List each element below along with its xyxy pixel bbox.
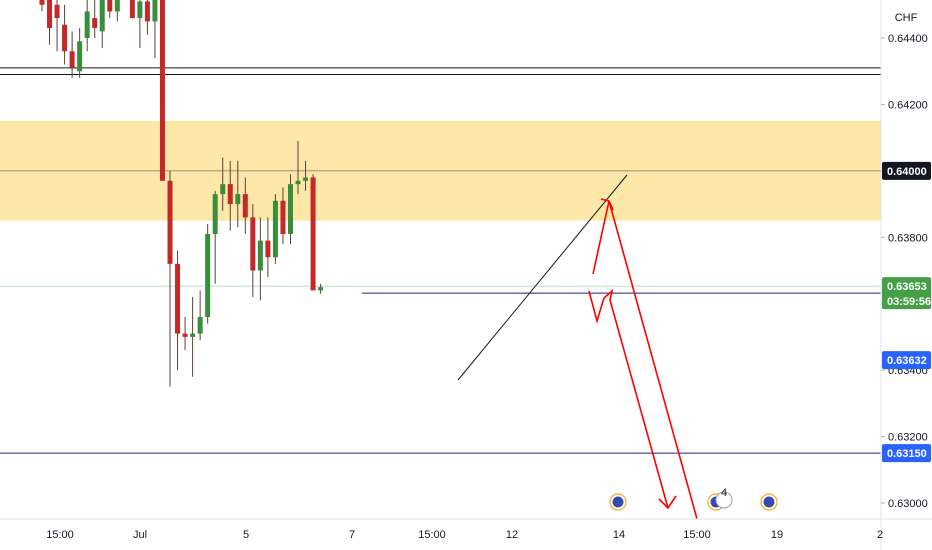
support-price-tag-bg — [882, 351, 931, 370]
event-icon-flag[interactable] — [763, 496, 775, 508]
events-layer[interactable]: 4 — [609, 487, 778, 511]
support-price-tag: 0.63632 — [887, 355, 927, 367]
candle-body[interactable] — [152, 0, 158, 22]
candle-body[interactable] — [265, 240, 271, 258]
candle-body[interactable] — [159, 0, 165, 181]
projection-arrow-head-target[interactable] — [658, 495, 677, 510]
price-tick-label: 0.63000 — [888, 498, 928, 510]
time-tick-label: 2 — [877, 529, 883, 541]
candle-body[interactable] — [129, 0, 135, 19]
candle-body[interactable] — [280, 200, 286, 234]
projection-arrow-down-long[interactable] — [603, 288, 669, 509]
target-price-tag-bg — [882, 444, 931, 463]
candle-body[interactable] — [107, 0, 113, 12]
last-price-tag-extra: 03:59:56 — [887, 296, 931, 308]
candle-body[interactable] — [235, 194, 241, 205]
time-tick-label: 15:00 — [683, 529, 711, 541]
candle-body[interactable] — [242, 194, 248, 218]
event-icon-flag[interactable] — [612, 496, 624, 508]
candle-body[interactable] — [62, 24, 68, 52]
price-tick-label: 0.64200 — [888, 99, 928, 111]
candle-body[interactable] — [99, 0, 105, 32]
projection-arrow-head-up[interactable] — [600, 198, 614, 211]
projection-arrow-down-short[interactable] — [588, 290, 605, 324]
candle-body[interactable] — [144, 1, 150, 22]
time-tick-label: Jul — [133, 529, 147, 541]
candle-body[interactable] — [167, 180, 173, 264]
candle-body[interactable] — [77, 41, 83, 72]
time-tick-label: 5 — [243, 529, 249, 541]
candle-body[interactable] — [190, 333, 196, 337]
candle-body[interactable] — [47, 0, 53, 29]
candle-body[interactable] — [175, 263, 181, 334]
trendline[interactable] — [457, 174, 628, 381]
candle-body[interactable] — [205, 233, 211, 317]
price-tick-label: 0.63200 — [888, 432, 928, 444]
candle-body[interactable] — [137, 1, 143, 19]
candle-body[interactable] — [310, 177, 316, 291]
candle-body[interactable] — [295, 180, 301, 185]
time-tick-label: 12 — [506, 529, 518, 541]
target-price-tag: 0.63150 — [887, 448, 927, 460]
candle-body[interactable] — [250, 217, 256, 271]
grid-layer — [0, 67, 881, 454]
candles-layer[interactable] — [39, 0, 324, 387]
candle-body[interactable] — [182, 333, 188, 337]
candle-body[interactable] — [197, 317, 203, 334]
candle-body[interactable] — [39, 0, 45, 5]
candle-body[interactable] — [303, 177, 309, 181]
last-price-tag-bg — [882, 277, 931, 310]
price-tick-label: 0.64400 — [888, 33, 928, 45]
last-price-tag: 0.63653 — [887, 281, 927, 293]
price-tick-label: 0.63800 — [888, 232, 928, 244]
candle-body[interactable] — [54, 4, 60, 19]
time-tick-label: 19 — [771, 529, 783, 541]
candle-body[interactable] — [212, 194, 218, 234]
candle-body[interactable] — [318, 287, 324, 291]
resistance-price-tag-bg — [882, 161, 931, 180]
candle-body[interactable] — [272, 200, 278, 258]
resistance-price-tag: 0.64000 — [887, 166, 927, 178]
time-tick-label: 14 — [613, 529, 625, 541]
event-count-label: 4 — [721, 487, 727, 499]
event-count-icon[interactable] — [715, 491, 733, 509]
candle-body[interactable] — [220, 184, 226, 195]
candle-body[interactable] — [114, 0, 120, 12]
time-tick-label: 15:00 — [418, 529, 446, 541]
currency-label: CHF — [895, 12, 918, 24]
candle-body[interactable] — [227, 184, 233, 205]
candle-body[interactable] — [69, 51, 75, 68]
candle-body[interactable] — [92, 18, 98, 29]
candle-body[interactable] — [257, 240, 263, 271]
time-tick-label: 15:00 — [46, 529, 74, 541]
time-tick-label: 7 — [349, 529, 355, 541]
drawings-layer[interactable] — [457, 174, 698, 520]
candle-body[interactable] — [287, 184, 293, 234]
candle-body[interactable] — [84, 11, 90, 38]
